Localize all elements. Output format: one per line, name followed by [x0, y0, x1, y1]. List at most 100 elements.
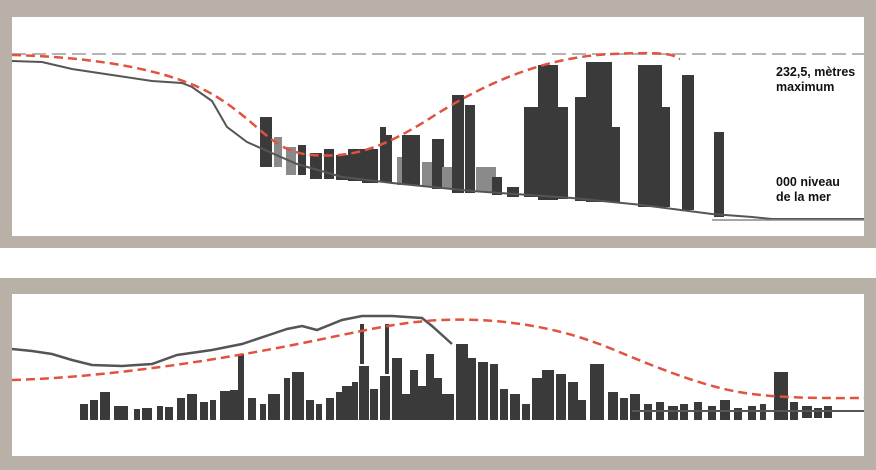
building-47 [542, 370, 554, 420]
maximum-height-label: 232,5, mètres maximum [776, 65, 855, 95]
building-34 [410, 370, 418, 420]
building-7 [157, 406, 163, 420]
sea-level-value: 000 niveau [776, 175, 840, 189]
building-22 [524, 107, 538, 197]
top-skyline-graphic [12, 51, 864, 236]
building-20 [492, 177, 502, 195]
building-48 [556, 374, 566, 420]
height-limit-curve [12, 318, 864, 400]
building-25 [342, 386, 352, 420]
building-17 [260, 404, 266, 420]
building-30 [380, 376, 390, 420]
building-43 [500, 389, 508, 420]
building-40 [468, 358, 476, 420]
bottom-skyline-graphic [12, 314, 864, 420]
building-30 [682, 75, 694, 210]
building-22 [316, 404, 322, 420]
bottom-buildings-group [80, 324, 832, 420]
building-1 [80, 404, 88, 420]
bottom-skyline-profile [12, 294, 864, 456]
building-25 [575, 97, 587, 201]
building-6 [142, 408, 152, 420]
building-8 [348, 149, 362, 181]
building-5 [310, 153, 322, 179]
building-54 [630, 394, 640, 420]
building-28 [360, 324, 364, 364]
building-5 [134, 409, 140, 420]
building-1 [260, 117, 272, 167]
building-11 [386, 135, 392, 183]
building-10 [187, 394, 197, 420]
building-36 [426, 354, 434, 420]
building-6 [324, 149, 334, 179]
top-skyline-profile: 232,5, mètres maximum 000 niveau de la m… [12, 17, 864, 236]
maximum-height-value: 232,5, mètres [776, 65, 856, 79]
building-62 [734, 408, 742, 420]
building-18 [268, 394, 280, 420]
building-16 [248, 398, 256, 420]
building-21 [306, 400, 314, 420]
building-41 [478, 362, 488, 420]
building-29 [660, 107, 670, 207]
building-26 [586, 62, 612, 202]
sea-level-label: 000 niveau de la mer [776, 175, 840, 205]
building-7 [336, 155, 348, 180]
building-15 [432, 139, 444, 189]
building-3 [100, 392, 110, 420]
building-11 [200, 402, 208, 420]
building-50 [578, 400, 586, 420]
building-21 [507, 187, 519, 197]
building-33 [402, 394, 410, 420]
terrain-profile-line [12, 314, 453, 368]
building-9 [362, 149, 378, 183]
building-17 [452, 95, 464, 193]
building-37 [432, 378, 442, 420]
building-42 [490, 364, 498, 420]
building-35 [416, 386, 426, 420]
building-2 [90, 400, 98, 420]
terrain-profile-line [12, 60, 864, 220]
building-29 [370, 389, 378, 420]
building-23 [538, 65, 558, 200]
building-13 [220, 391, 230, 420]
building-13 [402, 135, 420, 185]
building-24 [336, 392, 344, 420]
building-24 [558, 107, 568, 199]
building-12 [210, 400, 216, 420]
building-32 [392, 358, 402, 420]
building-63 [748, 406, 756, 420]
building-68 [814, 408, 822, 418]
building-28 [638, 65, 662, 207]
building-26 [352, 382, 358, 420]
maximum-height-caption: maximum [776, 80, 835, 94]
building-9 [177, 398, 185, 420]
building-23 [326, 398, 334, 420]
building-38 [442, 394, 454, 420]
building-18 [465, 105, 475, 193]
building-19 [284, 378, 290, 420]
building-27 [610, 127, 620, 202]
sea-level-caption: de la mer [776, 190, 831, 204]
building-51 [590, 364, 604, 420]
height-limit-curve [12, 51, 681, 157]
building-4 [298, 145, 306, 175]
building-10 [380, 127, 386, 182]
building-49 [568, 382, 578, 420]
building-57 [668, 406, 678, 420]
building-46 [532, 378, 542, 420]
building-2 [274, 137, 282, 167]
bottom-panel-frame [0, 278, 876, 470]
building-53 [620, 398, 628, 420]
top-panel-frame: 232,5, mètres maximum 000 niveau de la m… [0, 0, 876, 248]
building-44 [510, 394, 520, 420]
building-4 [114, 406, 128, 420]
building-8 [165, 407, 173, 420]
top-buildings-group [260, 62, 724, 217]
building-52 [608, 392, 618, 420]
building-45 [522, 404, 530, 420]
building-15 [238, 354, 244, 420]
building-20 [292, 372, 304, 420]
building-39 [456, 344, 468, 420]
building-60 [708, 406, 716, 420]
building-31 [385, 324, 389, 374]
